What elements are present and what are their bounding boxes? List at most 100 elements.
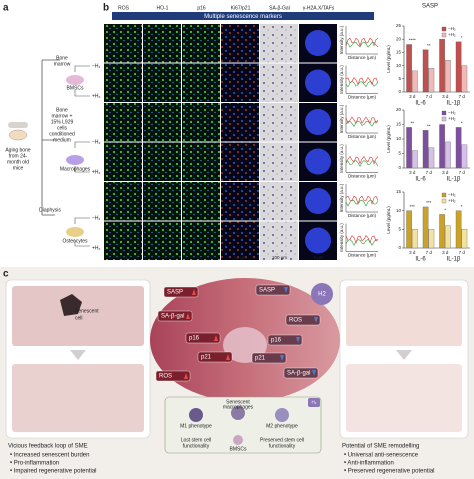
x-tick-label: 3 d bbox=[409, 250, 416, 255]
marker-label: p16 bbox=[189, 336, 200, 342]
y-tick-label: 15 bbox=[396, 189, 402, 194]
marker-box bbox=[155, 370, 191, 382]
label: M1 phenotype bbox=[180, 423, 212, 429]
x-tick-label: 7 d bbox=[459, 94, 466, 99]
legend-swatch bbox=[441, 198, 447, 204]
axis-label: Intensity (a.u.) bbox=[339, 65, 344, 94]
bar bbox=[445, 60, 451, 93]
condition: +H₂ bbox=[92, 169, 101, 175]
x-tick-label: 7 d bbox=[426, 170, 433, 175]
bar bbox=[439, 124, 445, 169]
profile bbox=[345, 116, 379, 125]
micrograph bbox=[143, 103, 181, 142]
bar bbox=[412, 229, 418, 249]
label: BMSCs bbox=[67, 85, 84, 91]
bar bbox=[412, 70, 418, 93]
label: Lost stem cell bbox=[181, 437, 212, 443]
label: Diaphysis bbox=[39, 207, 61, 213]
bar bbox=[461, 144, 468, 169]
legend-swatch bbox=[441, 116, 447, 122]
condition: −H₂ bbox=[92, 63, 101, 69]
micrograph bbox=[221, 142, 259, 181]
group-label: IL-6 bbox=[415, 101, 426, 107]
micrograph bbox=[182, 182, 220, 221]
axis-label: Intensity (a.u.) bbox=[339, 104, 344, 133]
scale-bar: 5 μm bbox=[313, 255, 323, 260]
micrograph bbox=[104, 103, 142, 142]
x-tick-label: 3 d bbox=[409, 94, 416, 99]
legend-label: −H₂ bbox=[448, 26, 456, 31]
title-bar bbox=[112, 12, 374, 20]
column-header: HO-1 bbox=[157, 5, 169, 11]
marker-box bbox=[251, 352, 287, 364]
bar bbox=[445, 141, 451, 169]
profile bbox=[345, 239, 379, 246]
summary-item: • Pro-inflammation bbox=[10, 461, 59, 467]
axis-label: Intensity (a.u.) bbox=[339, 144, 344, 173]
micrograph bbox=[221, 63, 259, 102]
micrograph bbox=[260, 24, 298, 63]
micrograph bbox=[221, 221, 259, 260]
column-header: SA-β-Gal bbox=[269, 5, 290, 11]
profile bbox=[345, 160, 379, 167]
trend-arrow bbox=[214, 335, 218, 341]
micrograph bbox=[143, 63, 181, 102]
legend-label: +H₂ bbox=[448, 198, 456, 203]
label: Senescent bbox=[75, 308, 99, 314]
column-header: γ-H2A.X/TAFs bbox=[303, 5, 335, 11]
marker-label: SASP bbox=[167, 290, 183, 296]
y-tick-label: 5 bbox=[398, 227, 401, 232]
panel-label: c bbox=[3, 269, 9, 280]
bar bbox=[412, 150, 418, 169]
legend-label: +H₂ bbox=[448, 116, 456, 121]
marker-box bbox=[197, 351, 233, 363]
y-tick-label: 15 bbox=[396, 50, 402, 55]
axis-label: Distance (μm) bbox=[348, 213, 377, 218]
label: Osteocytes bbox=[62, 238, 88, 244]
micrograph bbox=[104, 142, 142, 181]
marker-label: p21 bbox=[255, 356, 266, 362]
y-tick-label: 10 bbox=[396, 136, 402, 141]
bar bbox=[461, 229, 468, 249]
label: Bone bbox=[56, 55, 68, 61]
condition: −H₂ bbox=[92, 215, 101, 221]
bar bbox=[406, 44, 412, 93]
label: Preserved stem cell bbox=[260, 437, 304, 443]
nucleus bbox=[305, 188, 331, 214]
summary-item: • Increased senescent burden bbox=[10, 453, 90, 459]
micrograph bbox=[143, 221, 181, 260]
group-label: IL-6 bbox=[415, 177, 426, 183]
marker-label: p21 bbox=[201, 355, 212, 361]
y-tick-label: 10 bbox=[396, 208, 402, 213]
h2-badge: H2 bbox=[318, 292, 326, 298]
source-text: mice bbox=[13, 165, 24, 171]
column-header: p16 bbox=[197, 5, 206, 11]
axis bbox=[345, 105, 378, 134]
trend-arrow bbox=[296, 337, 300, 343]
legend-label: −H₂ bbox=[448, 192, 456, 197]
micrograph bbox=[260, 63, 298, 102]
axis-label: Distance (μm) bbox=[348, 134, 377, 139]
x-tick-label: 7 d bbox=[459, 250, 466, 255]
bar bbox=[445, 225, 451, 249]
marker-label: p16 bbox=[271, 338, 282, 344]
bar bbox=[455, 210, 462, 249]
label: conditioned bbox=[49, 131, 75, 137]
marker-label: SA-β-gal bbox=[287, 371, 310, 377]
panel-a-diagram bbox=[8, 59, 90, 247]
micrograph bbox=[182, 24, 220, 63]
marker-label: ROS bbox=[159, 374, 172, 380]
micrograph bbox=[260, 142, 298, 181]
bar bbox=[461, 65, 468, 93]
y-tick-label: 20 bbox=[396, 36, 402, 41]
summary-title: Potential of SME remodelling bbox=[342, 444, 419, 450]
scale-bar: 50 μm bbox=[117, 255, 130, 260]
significance: *** bbox=[426, 200, 432, 205]
marker-box bbox=[163, 286, 199, 298]
label: marrow bbox=[54, 61, 71, 67]
legend-label: +H₂ bbox=[448, 32, 456, 37]
bar bbox=[406, 210, 412, 249]
axis-label: Distance (μm) bbox=[348, 95, 377, 100]
micrograph bbox=[104, 221, 142, 260]
